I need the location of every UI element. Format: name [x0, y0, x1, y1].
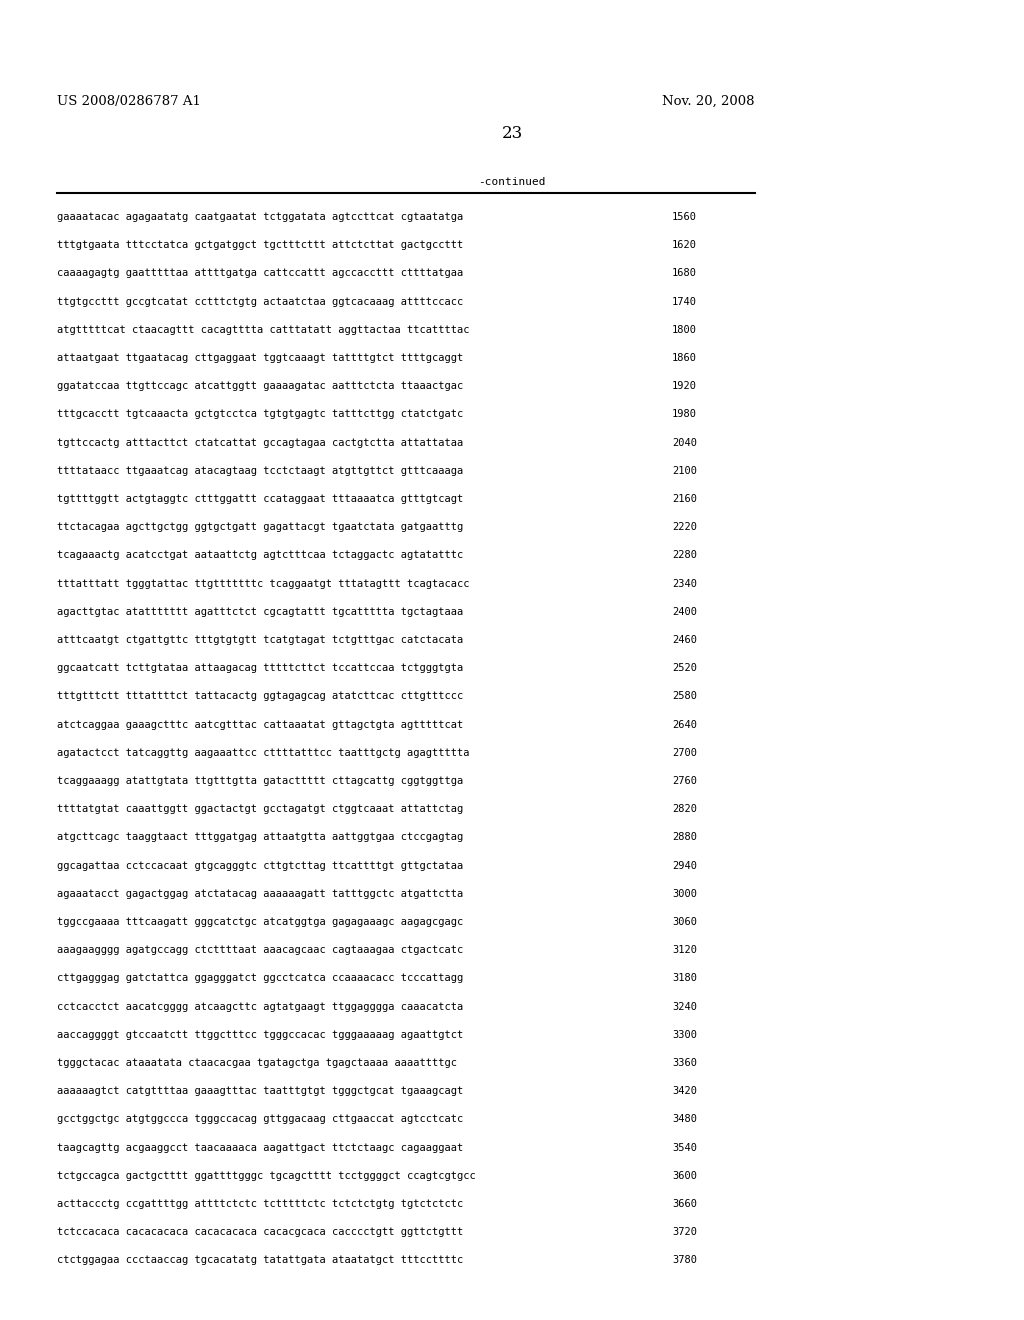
Text: atctcaggaa gaaagctttc aatcgtttac cattaaatat gttagctgta agtttttcat: atctcaggaa gaaagctttc aatcgtttac cattaaa… — [57, 719, 463, 730]
Text: tttatttatt tgggtattac ttgtttttttc tcaggaatgt tttatagttt tcagtacacc: tttatttatt tgggtattac ttgtttttttc tcagga… — [57, 578, 469, 589]
Text: ttttataacc ttgaaatcag atacagtaag tcctctaagt atgttgttct gtttcaaaga: ttttataacc ttgaaatcag atacagtaag tcctcta… — [57, 466, 463, 475]
Text: taagcagttg acgaaggcct taacaaaaca aagattgact ttctctaagc cagaaggaat: taagcagttg acgaaggcct taacaaaaca aagattg… — [57, 1143, 463, 1152]
Text: 3540: 3540 — [672, 1143, 697, 1152]
Text: tctccacaca cacacacaca cacacacaca cacacgcaca cacccctgtt ggttctgttt: tctccacaca cacacacaca cacacacaca cacacgc… — [57, 1228, 463, 1237]
Text: tcaggaaagg atattgtata ttgtttgtta gatacttttt cttagcattg cggtggttga: tcaggaaagg atattgtata ttgtttgtta gatactt… — [57, 776, 463, 785]
Text: aaaaaagtct catgttttaa gaaagtttac taatttgtgt tgggctgcat tgaaagcagt: aaaaaagtct catgttttaa gaaagtttac taatttg… — [57, 1086, 463, 1096]
Text: 23: 23 — [502, 125, 522, 143]
Text: 2400: 2400 — [672, 607, 697, 616]
Text: 2520: 2520 — [672, 663, 697, 673]
Text: ctctggagaa ccctaaccag tgcacatatg tatattgata ataatatgct tttccttttc: ctctggagaa ccctaaccag tgcacatatg tatattg… — [57, 1255, 463, 1266]
Text: ggatatccaa ttgttccagc atcattggtt gaaaagatac aatttctcta ttaaactgac: ggatatccaa ttgttccagc atcattggtt gaaaaga… — [57, 381, 463, 391]
Text: 2460: 2460 — [672, 635, 697, 645]
Text: gaaaatacac agagaatatg caatgaatat tctggatata agtccttcat cgtaatatga: gaaaatacac agagaatatg caatgaatat tctggat… — [57, 213, 463, 222]
Text: 1740: 1740 — [672, 297, 697, 306]
Text: 3360: 3360 — [672, 1059, 697, 1068]
Text: ttgtgccttt gccgtcatat cctttctgtg actaatctaa ggtcacaaag attttccacc: ttgtgccttt gccgtcatat cctttctgtg actaatc… — [57, 297, 463, 306]
Text: 3480: 3480 — [672, 1114, 697, 1125]
Text: acttaccctg ccgattttgg attttctctc tctttttctc tctctctgtg tgtctctctc: acttaccctg ccgattttgg attttctctc tcttttt… — [57, 1199, 463, 1209]
Text: 3240: 3240 — [672, 1002, 697, 1011]
Text: ggcaatcatt tcttgtataa attaagacag tttttcttct tccattccaa tctgggtgta: ggcaatcatt tcttgtataa attaagacag tttttct… — [57, 663, 463, 673]
Text: tctgccagca gactgctttt ggattttgggc tgcagctttt tcctggggct ccagtcgtgcc: tctgccagca gactgctttt ggattttgggc tgcagc… — [57, 1171, 476, 1181]
Text: 2340: 2340 — [672, 578, 697, 589]
Text: 2640: 2640 — [672, 719, 697, 730]
Text: caaaagagtg gaatttttaa attttgatga cattccattt agccaccttt cttttatgaa: caaaagagtg gaatttttaa attttgatga cattcca… — [57, 268, 463, 279]
Text: atttcaatgt ctgattgttc tttgtgtgtt tcatgtagat tctgtttgac catctacata: atttcaatgt ctgattgttc tttgtgtgtt tcatgta… — [57, 635, 463, 645]
Text: 2100: 2100 — [672, 466, 697, 475]
Text: 2160: 2160 — [672, 494, 697, 504]
Text: atgcttcagc taaggtaact tttggatgag attaatgtta aattggtgaa ctccgagtag: atgcttcagc taaggtaact tttggatgag attaatg… — [57, 833, 463, 842]
Text: 3180: 3180 — [672, 973, 697, 983]
Text: 3000: 3000 — [672, 888, 697, 899]
Text: attaatgaat ttgaatacag cttgaggaat tggtcaaagt tattttgtct ttttgcaggt: attaatgaat ttgaatacag cttgaggaat tggtcaa… — [57, 352, 463, 363]
Text: tggccgaaaa tttcaagatt gggcatctgc atcatggtga gagagaaagc aagagcgagc: tggccgaaaa tttcaagatt gggcatctgc atcatgg… — [57, 917, 463, 927]
Text: aaccaggggt gtccaatctt ttggctttcc tgggccacac tgggaaaaag agaattgtct: aaccaggggt gtccaatctt ttggctttcc tgggcca… — [57, 1030, 463, 1040]
Text: 2580: 2580 — [672, 692, 697, 701]
Text: 3060: 3060 — [672, 917, 697, 927]
Text: 1620: 1620 — [672, 240, 697, 251]
Text: agatactcct tatcaggttg aagaaattcc cttttatttcc taatttgctg agagttttta: agatactcct tatcaggttg aagaaattcc cttttat… — [57, 748, 469, 758]
Text: tcagaaactg acatcctgat aataattctg agtctttcaa tctaggactc agtatatttc: tcagaaactg acatcctgat aataattctg agtcttt… — [57, 550, 463, 561]
Text: cttgagggag gatctattca ggagggatct ggcctcatca ccaaaacacc tcccattagg: cttgagggag gatctattca ggagggatct ggcctca… — [57, 973, 463, 983]
Text: agaaatacct gagactggag atctatacag aaaaaagatt tatttggctc atgattctta: agaaatacct gagactggag atctatacag aaaaaag… — [57, 888, 463, 899]
Text: 1980: 1980 — [672, 409, 697, 420]
Text: US 2008/0286787 A1: US 2008/0286787 A1 — [57, 95, 201, 108]
Text: 3300: 3300 — [672, 1030, 697, 1040]
Text: 3420: 3420 — [672, 1086, 697, 1096]
Text: 1680: 1680 — [672, 268, 697, 279]
Text: 3780: 3780 — [672, 1255, 697, 1266]
Text: 1560: 1560 — [672, 213, 697, 222]
Text: Nov. 20, 2008: Nov. 20, 2008 — [663, 95, 755, 108]
Text: 2280: 2280 — [672, 550, 697, 561]
Text: 2220: 2220 — [672, 523, 697, 532]
Text: -continued: -continued — [478, 177, 546, 187]
Text: tgggctacac ataaatatа ctaacacgaa tgatagctga tgagctaaaa aaaattttgc: tgggctacac ataaatatа ctaacacgaa tgatagct… — [57, 1059, 457, 1068]
Text: 2940: 2940 — [672, 861, 697, 871]
Text: 3660: 3660 — [672, 1199, 697, 1209]
Text: 3600: 3600 — [672, 1171, 697, 1181]
Text: 2760: 2760 — [672, 776, 697, 785]
Text: tgttccactg atttacttct ctatcattat gccagtagaa cactgtctta attattataa: tgttccactg atttacttct ctatcattat gccagta… — [57, 438, 463, 447]
Text: tttgtgaata tttcctatca gctgatggct tgctttcttt attctcttat gactgccttt: tttgtgaata tttcctatca gctgatggct tgctttc… — [57, 240, 463, 251]
Text: gcctggctgc atgtggccca tgggccacag gttggacaag cttgaaccat agtcctcatc: gcctggctgc atgtggccca tgggccacag gttggac… — [57, 1114, 463, 1125]
Text: aaagaagggg agatgccagg ctcttttaat aaacagcaac cagtaaagaa ctgactcatc: aaagaagggg agatgccagg ctcttttaat aaacagc… — [57, 945, 463, 956]
Text: ttctacagaa agcttgctgg ggtgctgatt gagattacgt tgaatctata gatgaatttg: ttctacagaa agcttgctgg ggtgctgatt gagatta… — [57, 523, 463, 532]
Text: 1860: 1860 — [672, 352, 697, 363]
Text: ggcagattaa cctccacaat gtgcagggtc cttgtcttag ttcattttgt gttgctataa: ggcagattaa cctccacaat gtgcagggtc cttgtct… — [57, 861, 463, 871]
Text: 1800: 1800 — [672, 325, 697, 335]
Text: 2880: 2880 — [672, 833, 697, 842]
Text: 1920: 1920 — [672, 381, 697, 391]
Text: 3120: 3120 — [672, 945, 697, 956]
Text: 2700: 2700 — [672, 748, 697, 758]
Text: 2040: 2040 — [672, 438, 697, 447]
Text: tgttttggtt actgtaggtc ctttggattt ccataggaat tttaaaatca gtttgtcagt: tgttttggtt actgtaggtc ctttggattt ccatagg… — [57, 494, 463, 504]
Text: atgtttttcat ctaacagttt cacagtttta catttatatt aggttactaa ttcattttac: atgtttttcat ctaacagttt cacagtttta cattta… — [57, 325, 469, 335]
Text: ttttatgtat caaattggtt ggactactgt gcctagatgt ctggtcaaat attattctag: ttttatgtat caaattggtt ggactactgt gcctaga… — [57, 804, 463, 814]
Text: tttgtttctt tttattttct tattacactg ggtagagcag atatcttcac cttgtttccc: tttgtttctt tttattttct tattacactg ggtagag… — [57, 692, 463, 701]
Text: tttgcacctt tgtcaaacta gctgtcctca tgtgtgagtc tatttcttgg ctatctgatc: tttgcacctt tgtcaaacta gctgtcctca tgtgtga… — [57, 409, 463, 420]
Text: cctcacctct aacatcgggg atcaagcttc agtatgaagt ttggagggga caaacatcta: cctcacctct aacatcgggg atcaagcttc agtatga… — [57, 1002, 463, 1011]
Text: 3720: 3720 — [672, 1228, 697, 1237]
Text: 2820: 2820 — [672, 804, 697, 814]
Text: agacttgtac atattttttt agatttctct cgcagtattt tgcattttta tgctagtaaa: agacttgtac atattttttt agatttctct cgcagta… — [57, 607, 463, 616]
